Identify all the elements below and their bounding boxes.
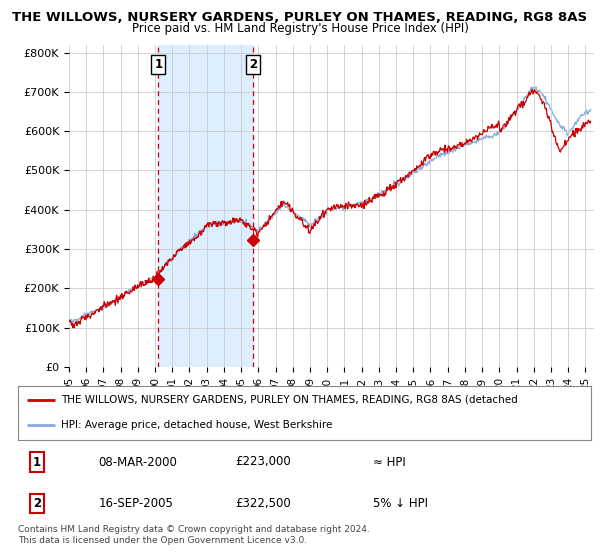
Text: Contains HM Land Registry data © Crown copyright and database right 2024.
This d: Contains HM Land Registry data © Crown c…	[18, 525, 370, 545]
Text: 2: 2	[249, 58, 257, 71]
Text: £322,500: £322,500	[236, 497, 292, 510]
Text: 16-SEP-2005: 16-SEP-2005	[98, 497, 173, 510]
Text: 1: 1	[33, 455, 41, 469]
Text: 5% ↓ HPI: 5% ↓ HPI	[373, 497, 428, 510]
Bar	[158, 45, 253, 367]
Text: THE WILLOWS, NURSERY GARDENS, PURLEY ON THAMES, READING, RG8 8AS (detached: THE WILLOWS, NURSERY GARDENS, PURLEY ON …	[61, 395, 518, 405]
Text: Price paid vs. HM Land Registry's House Price Index (HPI): Price paid vs. HM Land Registry's House …	[131, 22, 469, 35]
Text: £223,000: £223,000	[236, 455, 292, 469]
Text: HPI: Average price, detached house, West Berkshire: HPI: Average price, detached house, West…	[61, 419, 332, 430]
Text: ≈ HPI: ≈ HPI	[373, 455, 406, 469]
Text: THE WILLOWS, NURSERY GARDENS, PURLEY ON THAMES, READING, RG8 8AS: THE WILLOWS, NURSERY GARDENS, PURLEY ON …	[13, 11, 587, 24]
Text: 08-MAR-2000: 08-MAR-2000	[98, 455, 177, 469]
Text: 1: 1	[154, 58, 163, 71]
Text: 2: 2	[33, 497, 41, 510]
